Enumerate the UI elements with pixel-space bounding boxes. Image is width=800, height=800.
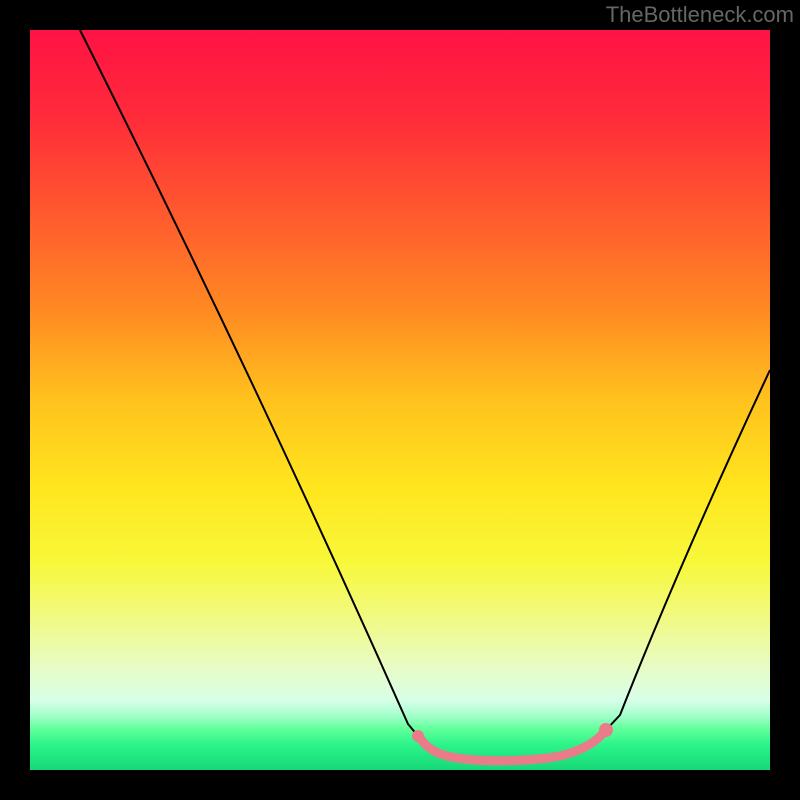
chart-background-gradient bbox=[30, 30, 770, 770]
bottleneck-chart bbox=[0, 0, 800, 800]
chart-container: TheBottleneck.com bbox=[0, 0, 800, 800]
sweet-spot-endpoint bbox=[599, 723, 613, 737]
sweet-spot-endpoint bbox=[412, 730, 424, 742]
watermark-text: TheBottleneck.com bbox=[606, 2, 794, 28]
